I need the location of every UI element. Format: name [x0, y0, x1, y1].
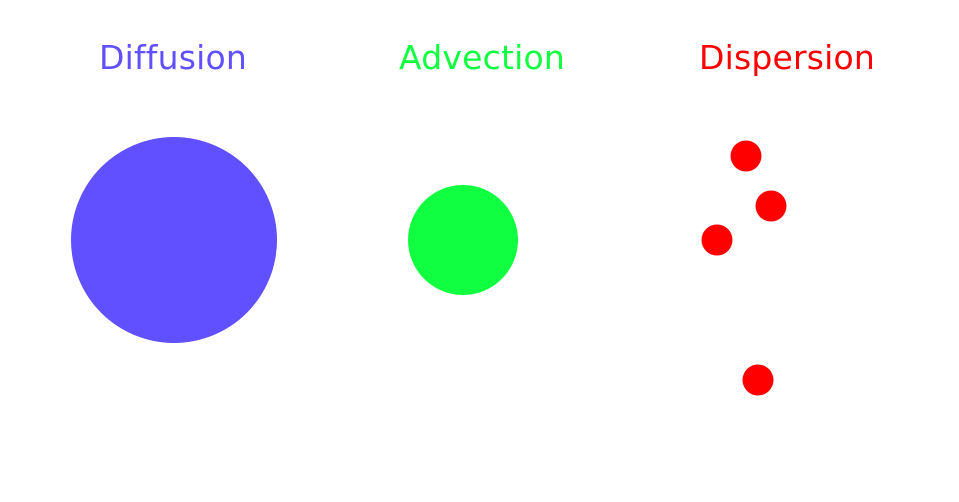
advection-circle — [408, 185, 518, 295]
dispersion-particle-4 — [742, 364, 774, 396]
dispersion-particle-2 — [755, 190, 787, 222]
diffusion-title: Diffusion — [99, 38, 247, 77]
diffusion-circle — [71, 137, 277, 343]
dispersion-particle-3 — [701, 224, 733, 256]
dispersion-title: Dispersion — [698, 38, 876, 77]
dispersion-particle-1 — [730, 140, 762, 172]
advection-title: Advection — [399, 38, 565, 77]
dispersion-particles — [701, 140, 787, 396]
